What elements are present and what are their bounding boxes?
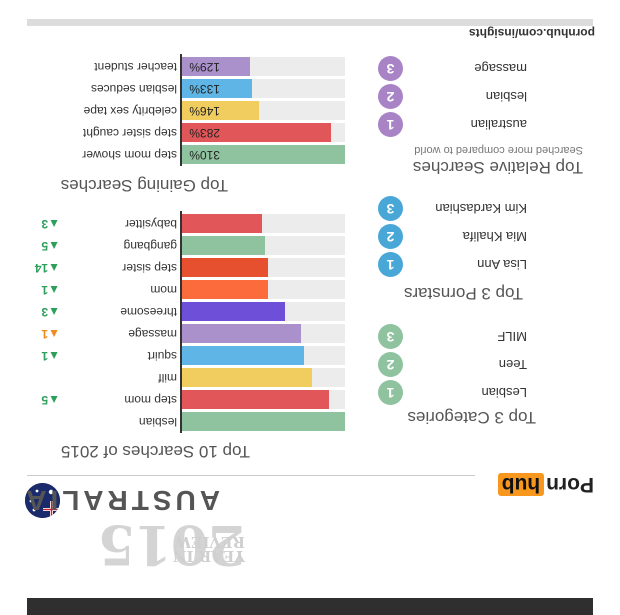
top10-bar [182, 214, 262, 233]
top10-bar [182, 390, 329, 409]
top10-bar-track [182, 280, 345, 299]
pornstars_section-rank-badge: 2 [378, 224, 403, 249]
year-in-label: YEAR IN [172, 547, 245, 565]
pornstars_section-item-label: Lisa Ann [477, 257, 527, 272]
divider-line [27, 475, 475, 476]
pornstars_section-rank-badge: 1 [378, 252, 403, 277]
top10-category-label: threesome [120, 305, 177, 319]
top10-title: Top 10 Searches of 2015 [60, 442, 250, 461]
top10-bar [182, 368, 312, 387]
relative-subtitle: Searched more compared to world [414, 144, 583, 156]
top10-bar-track [182, 412, 345, 431]
header-stripe [27, 19, 593, 26]
gaining-category-label: teacher student [94, 60, 177, 74]
top10-rank-change: ▲5 [41, 393, 60, 407]
categories_section-item-label: MILF [497, 329, 527, 344]
pornstars_section-rank-badge: 3 [378, 196, 403, 221]
top10-bar-track [182, 302, 345, 321]
footer-bar [27, 598, 593, 615]
gaining-category-label: step mom shower [82, 148, 177, 162]
top10-rank-change: ▲14 [34, 261, 60, 275]
year-in-review-label: YEAR IN REVIEW [165, 533, 245, 565]
pornstars_section-item-label: Mia Khalifa [462, 229, 527, 244]
top10-category-label: milf [158, 371, 177, 385]
top10-bar-track [182, 390, 345, 409]
gaining-category-label: step sister caught [82, 126, 177, 140]
top10-bar [182, 346, 304, 365]
gaining-value-label: 129% [189, 60, 220, 74]
pornstars_section-item-label: Kim Kardashian [435, 201, 527, 216]
top10-bar [182, 280, 268, 299]
top10-category-label: squirt [147, 349, 177, 363]
gaining-title: Top Gaining Searches [60, 176, 228, 195]
top10-bar [182, 302, 285, 321]
logo-text-right: hub [497, 473, 545, 496]
site-url: pornhub.com/insights [469, 26, 595, 40]
top10-rank-change: ▲1 [41, 327, 60, 341]
relative_section-item-label: lesbian [485, 89, 527, 104]
categories-title: Top 3 Categories [407, 408, 536, 427]
country-title: AUSTRALIA [22, 485, 220, 516]
categories_section-rank-badge: 1 [378, 380, 403, 405]
relative_section-rank-badge: 3 [378, 56, 403, 81]
top10-rank-change: ▲3 [41, 217, 60, 231]
logo-text-left: Porn [546, 473, 594, 496]
categories_section-item-label: Lesbian [481, 385, 527, 400]
top10-category-label: lesbian [138, 415, 177, 429]
top10-category-label: step mom [124, 393, 177, 407]
gaining-value-label: 283% [189, 126, 220, 140]
gaining-category-label: lesbian seduces [90, 82, 177, 96]
gaining-value-label: 133% [189, 82, 220, 96]
top10-category-label: gangbang [123, 239, 177, 253]
australia-flag-icon [25, 483, 60, 518]
relative_section-item-label: australian [470, 117, 527, 132]
top10-bar-track [182, 214, 345, 233]
top10-bar-track [182, 346, 345, 365]
top10-rank-change: ▲3 [41, 305, 60, 319]
top10-bar [182, 324, 301, 343]
categories_section-item-label: Teen [498, 357, 527, 372]
gaining-value-label: 146% [189, 104, 220, 118]
relative_section-item-label: massage [474, 61, 527, 76]
pornhub-logo: Pornhub [494, 468, 594, 496]
top10-bar-track [182, 324, 345, 343]
top10-bar [182, 258, 268, 277]
top10-category-label: massage [128, 327, 177, 341]
top10-bar-track [182, 368, 345, 387]
relative_section-rank-badge: 1 [378, 112, 403, 137]
relative-title: Top Relative Searches [412, 158, 583, 177]
categories_section-rank-badge: 3 [378, 324, 403, 349]
top10-rank-change: ▲1 [41, 283, 60, 297]
top10-rank-change: ▲5 [41, 239, 60, 253]
top10-rank-change: ▲1 [41, 349, 60, 363]
top10-bar [182, 236, 265, 255]
categories_section-rank-badge: 2 [378, 352, 403, 377]
top10-bar-track [182, 236, 345, 255]
review-label: REVIEW [174, 533, 245, 551]
top10-bar [182, 412, 345, 431]
top10-category-label: babysitter [124, 217, 177, 231]
top10-bar-track [182, 258, 345, 277]
relative_section-rank-badge: 2 [378, 84, 403, 109]
gaining-value-label: 310% [189, 148, 220, 162]
top10-category-label: step sister [122, 261, 177, 275]
top10-category-label: mom [150, 283, 177, 297]
gaining-category-label: celebrity sex tape [83, 104, 177, 118]
pornstars-title: Top 3 Pornstars [403, 284, 523, 303]
